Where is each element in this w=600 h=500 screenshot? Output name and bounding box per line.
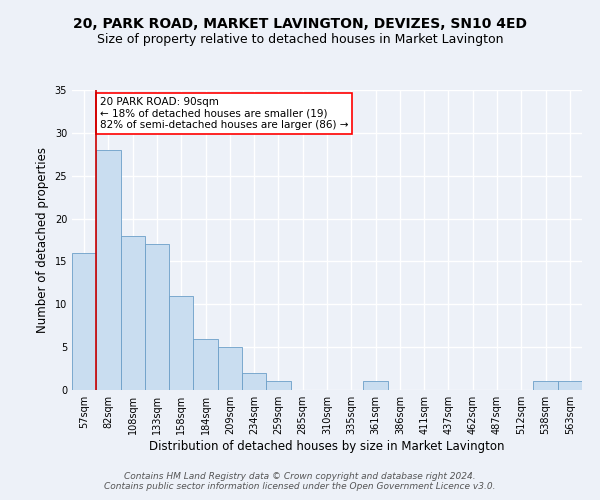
Text: 20, PARK ROAD, MARKET LAVINGTON, DEVIZES, SN10 4ED: 20, PARK ROAD, MARKET LAVINGTON, DEVIZES… [73, 18, 527, 32]
Bar [121, 236, 145, 390]
Bar [364, 382, 388, 390]
X-axis label: Distribution of detached houses by size in Market Lavington: Distribution of detached houses by size … [149, 440, 505, 453]
Bar [72, 253, 96, 390]
Bar [145, 244, 169, 390]
Y-axis label: Number of detached properties: Number of detached properties [36, 147, 49, 333]
Bar [169, 296, 193, 390]
Text: Size of property relative to detached houses in Market Lavington: Size of property relative to detached ho… [97, 32, 503, 46]
Bar [266, 382, 290, 390]
Text: Contains public sector information licensed under the Open Government Licence v3: Contains public sector information licen… [104, 482, 496, 491]
Bar [96, 150, 121, 390]
Bar [558, 382, 582, 390]
Text: Contains HM Land Registry data © Crown copyright and database right 2024.: Contains HM Land Registry data © Crown c… [124, 472, 476, 481]
Bar [533, 382, 558, 390]
Text: 20 PARK ROAD: 90sqm
← 18% of detached houses are smaller (19)
82% of semi-detach: 20 PARK ROAD: 90sqm ← 18% of detached ho… [100, 97, 349, 130]
Bar [218, 347, 242, 390]
Bar [193, 338, 218, 390]
Bar [242, 373, 266, 390]
